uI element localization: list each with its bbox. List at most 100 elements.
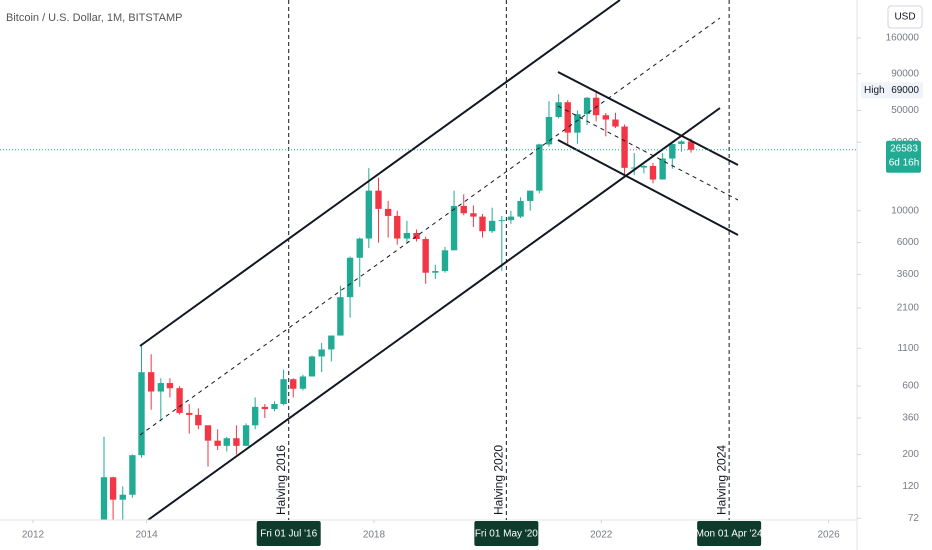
down-channel-mid — [557, 105, 739, 201]
halving-label: Halving 2024 — [714, 445, 728, 515]
candle-body — [687, 141, 695, 150]
y-tick-label: 160000 — [886, 33, 920, 44]
candle-body — [564, 102, 571, 133]
last-price: 26583 — [890, 143, 918, 154]
candle-body — [176, 388, 183, 413]
candle-body — [498, 220, 505, 222]
x-tick-label: 2022 — [590, 530, 613, 541]
candle-body — [195, 414, 202, 426]
candle-body — [308, 356, 316, 377]
halving-date-box — [697, 521, 762, 546]
candle-body — [100, 477, 108, 520]
y-tick-label: 10000 — [891, 205, 919, 216]
candle-body — [271, 404, 278, 410]
candle-body — [223, 438, 230, 446]
candle-body — [251, 406, 259, 426]
candle-body — [337, 297, 344, 336]
candle-body — [384, 208, 392, 216]
halving-date-box — [474, 521, 539, 546]
candle-body — [119, 494, 126, 500]
candle-body — [517, 200, 524, 217]
candle-body — [365, 190, 373, 239]
candle-body — [659, 158, 666, 180]
candle-body — [678, 141, 685, 144]
candle-body — [204, 425, 212, 441]
chart-title: Bitcoin / U.S. Dollar, 1M, BITSTAMP — [6, 12, 182, 24]
candles — [100, 90, 695, 520]
candle-body — [242, 425, 250, 446]
y-tick-label: 200 — [902, 449, 919, 460]
candle-body — [450, 205, 458, 251]
y-tick-label: 3600 — [897, 269, 920, 280]
x-tick-label: 2026 — [817, 530, 840, 541]
candle-body — [280, 379, 287, 405]
last-price-box — [886, 140, 921, 173]
halving-date: Fri 01 Jul '16 — [260, 529, 317, 540]
candle-body — [394, 215, 401, 239]
candle-body — [403, 232, 411, 239]
currency-label[interactable]: USD — [894, 12, 915, 23]
down-channel-upper — [557, 71, 739, 166]
candle-body — [422, 239, 429, 273]
x-tick-label: 2018 — [363, 530, 386, 541]
candle-body — [375, 190, 382, 209]
high-marker-value: 69000 — [891, 85, 919, 96]
down-channel-lower — [557, 139, 739, 236]
candle-body — [214, 440, 221, 446]
candle-body — [346, 257, 354, 298]
candle-body — [583, 97, 591, 115]
halving-date: Mon 01 Apr '24 — [696, 529, 763, 540]
channel-mid — [139, 17, 721, 436]
candle-body — [602, 115, 609, 120]
candle-body — [186, 412, 193, 415]
candle-body — [261, 406, 269, 410]
y-tick-label: 50000 — [891, 105, 919, 116]
candle-body — [631, 167, 638, 169]
candle-body — [649, 165, 657, 180]
currency-button[interactable] — [887, 5, 923, 29]
halving-label: Halving 2016 — [274, 445, 288, 515]
high-marker-label: High — [864, 85, 885, 96]
candle-body — [669, 143, 676, 159]
candle-body — [147, 372, 155, 392]
candle-body — [555, 102, 562, 117]
candle-body — [460, 205, 467, 214]
candle-body — [166, 383, 174, 389]
candle-body — [318, 349, 325, 357]
candle-body — [470, 213, 477, 217]
candle-body — [413, 232, 420, 240]
candle-body — [545, 116, 553, 145]
candle-body — [432, 271, 439, 273]
halving-date: Fri 01 May '20 — [475, 529, 538, 540]
candle-body — [299, 376, 307, 389]
y-tick-label: 72 — [908, 513, 920, 524]
candle-body — [328, 335, 335, 350]
y-tick-label: 6000 — [897, 237, 920, 248]
candle-body — [621, 126, 628, 168]
y-tick-label: 120 — [902, 481, 919, 492]
candle-body — [574, 114, 581, 133]
halving-date-box — [256, 521, 321, 546]
channel-lower — [147, 107, 721, 521]
x-tick-label: 2014 — [135, 530, 158, 541]
candle-body — [109, 477, 117, 500]
candle-body — [479, 216, 486, 232]
y-tick-label: 360 — [902, 413, 919, 424]
y-tick-label: 1100 — [897, 343, 919, 354]
halving-label: Halving 2020 — [492, 445, 506, 515]
candle-body — [527, 190, 534, 201]
candle-body — [356, 238, 363, 258]
channel-upper — [139, 0, 621, 347]
candle-body — [441, 250, 449, 272]
candle-body — [488, 220, 496, 232]
x-tick-label: 2012 — [22, 530, 45, 541]
candle-body — [612, 119, 619, 127]
y-tick-label: 90000 — [891, 68, 919, 79]
y-tick-label: 600 — [902, 381, 919, 392]
y-tick-label: 2100 — [897, 303, 920, 314]
candle-body — [536, 144, 543, 191]
candle-body — [640, 165, 648, 168]
candle-body — [138, 372, 145, 456]
high-marker-box — [861, 82, 923, 99]
